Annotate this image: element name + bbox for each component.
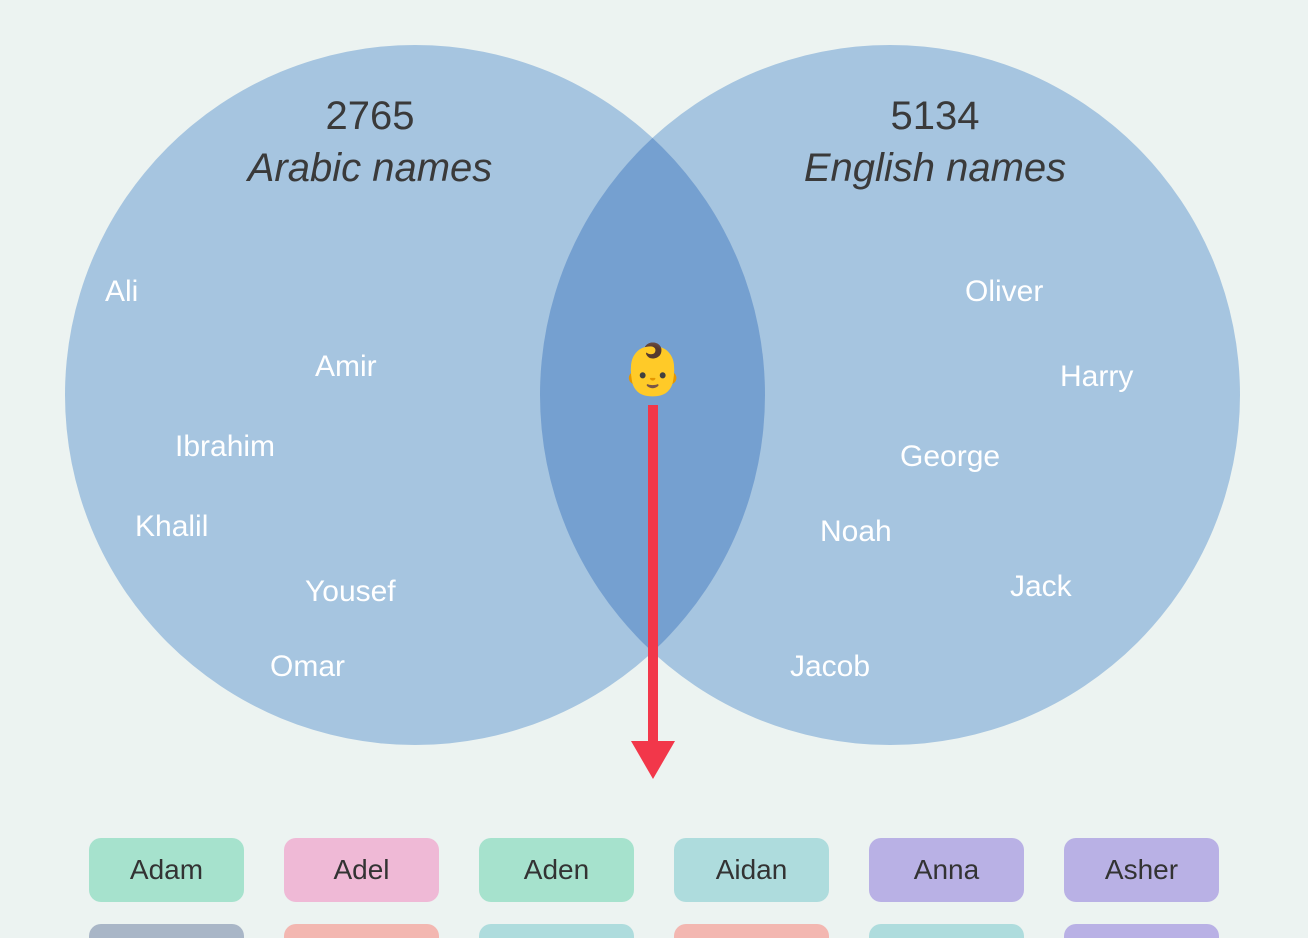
- english-name: Harry: [1060, 360, 1133, 394]
- arabic-name: Omar: [270, 650, 345, 684]
- arabic-name: Ibrahim: [175, 430, 275, 464]
- venn-diagram: 2765 Arabic names 5134 English names Ali…: [0, 0, 1308, 780]
- arabic-count: 2765: [215, 90, 525, 142]
- result-pill-partial[interactable]: [89, 924, 244, 938]
- english-name: Jack: [1010, 570, 1072, 604]
- arabic-label: Arabic names: [215, 142, 525, 194]
- arabic-name: Ali: [105, 275, 138, 309]
- result-pill-label: Anna: [914, 854, 979, 886]
- english-label: English names: [780, 142, 1090, 194]
- result-pill-partial[interactable]: [674, 924, 829, 938]
- baby-icon: 👶: [622, 341, 684, 400]
- result-pill-label: Aden: [524, 854, 589, 886]
- english-name: Jacob: [790, 650, 870, 684]
- result-pill[interactable]: Aden: [479, 838, 634, 902]
- result-pill-partial[interactable]: [479, 924, 634, 938]
- english-name: Noah: [820, 515, 892, 549]
- english-name: George: [900, 440, 1000, 474]
- result-pill-partial[interactable]: [1064, 924, 1219, 938]
- result-pill-label: Aidan: [716, 854, 788, 886]
- result-pill-partial[interactable]: [284, 924, 439, 938]
- result-pill-label: Adel: [333, 854, 389, 886]
- arabic-heading: 2765 Arabic names: [215, 90, 525, 194]
- arabic-name: Amir: [315, 350, 377, 384]
- result-pill[interactable]: Adel: [284, 838, 439, 902]
- english-heading: 5134 English names: [780, 90, 1090, 194]
- arrow-down-icon: [627, 405, 679, 783]
- result-pill[interactable]: Anna: [869, 838, 1024, 902]
- english-name: Oliver: [965, 275, 1043, 309]
- result-pills-row-2-partial: [0, 924, 1308, 938]
- result-pill-label: Asher: [1105, 854, 1178, 886]
- arabic-name: Yousef: [305, 575, 396, 609]
- result-pill[interactable]: Asher: [1064, 838, 1219, 902]
- result-pill-partial[interactable]: [869, 924, 1024, 938]
- english-count: 5134: [780, 90, 1090, 142]
- arabic-name: Khalil: [135, 510, 208, 544]
- result-pill-label: Adam: [130, 854, 203, 886]
- result-pill[interactable]: Adam: [89, 838, 244, 902]
- result-pill[interactable]: Aidan: [674, 838, 829, 902]
- result-pills-row: Adam Adel Aden Aidan Anna Asher: [0, 838, 1308, 902]
